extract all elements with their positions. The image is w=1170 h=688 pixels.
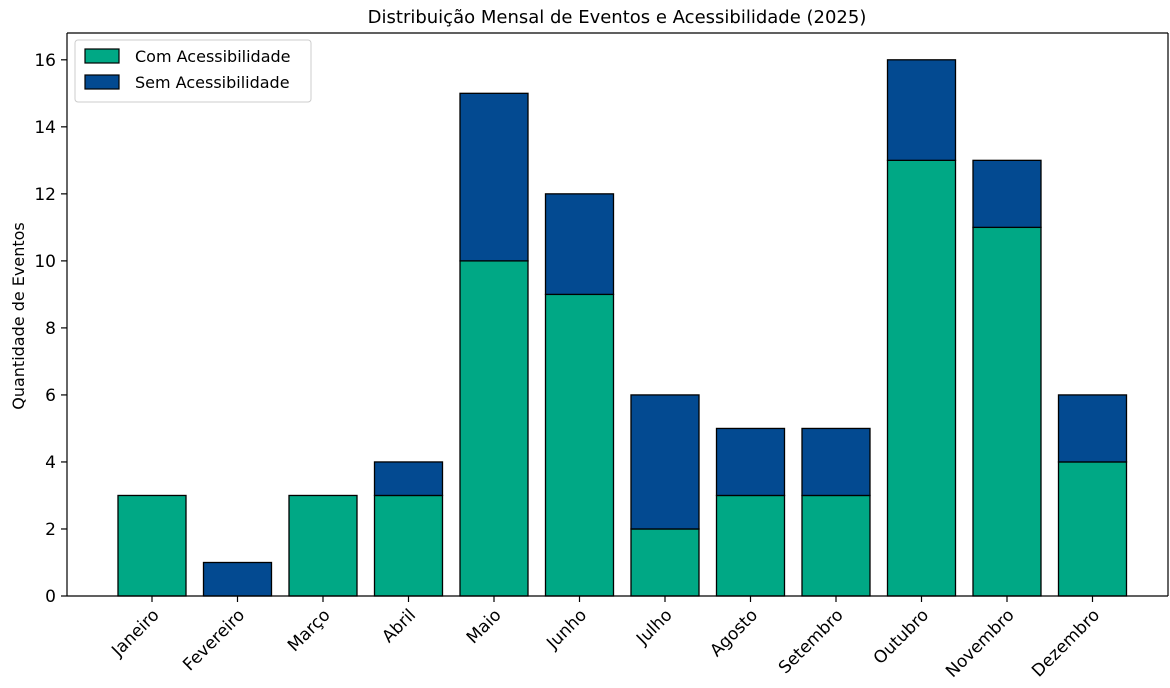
bar-sem-acessibilidade-julho [630,394,700,530]
chart-title: Distribuição Mensal de Eventos e Acessib… [368,7,867,28]
bar-com-acessibilidade-setembro [801,494,871,597]
x-tick-label: Dezembro [1028,605,1104,681]
legend-label: Sem Acessibilidade [135,73,290,92]
bar-com-acessibilidade-maio [459,260,529,597]
y-tick-label: 14 [34,118,56,138]
axes-layer [66,32,1169,597]
bar-com-acessibilidade-julho [630,528,700,597]
x-tick-label: Junho [542,605,591,654]
bar-sem-acessibilidade-fevereiro [202,561,273,597]
x-tick-label: Novembro [942,605,1018,681]
bars-layer [117,59,1128,597]
bar-com-acessibilidade-dezembro [1057,461,1128,597]
legend: Com Acessibilidade Sem Acessibilidade [74,39,312,103]
y-tick-label: 12 [34,185,56,205]
bar-com-acessibilidade-novembro [972,226,1042,597]
x-tick-label: Março [284,605,335,656]
bar-com-acessibilidade-janeiro [117,494,187,597]
bar-sem-acessibilidade-setembro [801,427,871,497]
legend-box [74,39,312,103]
x-tick-label: Maio [463,605,506,648]
bar-com-acessibilidade-março [288,494,358,597]
x-tick-label: Julho [632,605,676,649]
x-tick-label: Setembro [775,605,848,678]
y-tick-label: 2 [45,520,56,540]
x-tick-label: Fevereiro [179,605,249,675]
x-tick-label: Agosto [706,605,762,661]
x-tick-label: Janeiro [107,605,163,661]
legend-swatch [84,74,120,90]
y-tick-label: 0 [45,587,56,607]
legend-label: Com Acessibilidade [135,47,291,66]
x-tick-label: Abril [378,605,420,647]
bar-sem-acessibilidade-agosto [715,427,786,497]
bar-com-acessibilidade-abril [373,494,444,597]
x-tick-label: Outubro [870,605,933,668]
bar-com-acessibilidade-outubro [886,159,957,597]
y-tick-label: 6 [45,386,56,406]
bar-com-acessibilidade-agosto [715,494,786,597]
bar-sem-acessibilidade-dezembro [1057,394,1128,463]
y-tick-label: 4 [45,453,56,473]
y-tick-label: 16 [34,51,56,71]
legend-swatch [84,48,120,64]
bar-sem-acessibilidade-outubro [886,59,957,161]
bar-com-acessibilidade-junho [544,293,615,597]
bar-sem-acessibilidade-junho [544,193,615,296]
bar-sem-acessibilidade-novembro [972,159,1042,229]
y-tick-label: 10 [34,252,56,272]
y-tick-label: 8 [45,319,56,339]
y-axis-label: Quantidade de Eventos [9,222,28,410]
bar-sem-acessibilidade-abril [373,461,444,497]
bar-sem-acessibilidade-maio [459,92,529,262]
